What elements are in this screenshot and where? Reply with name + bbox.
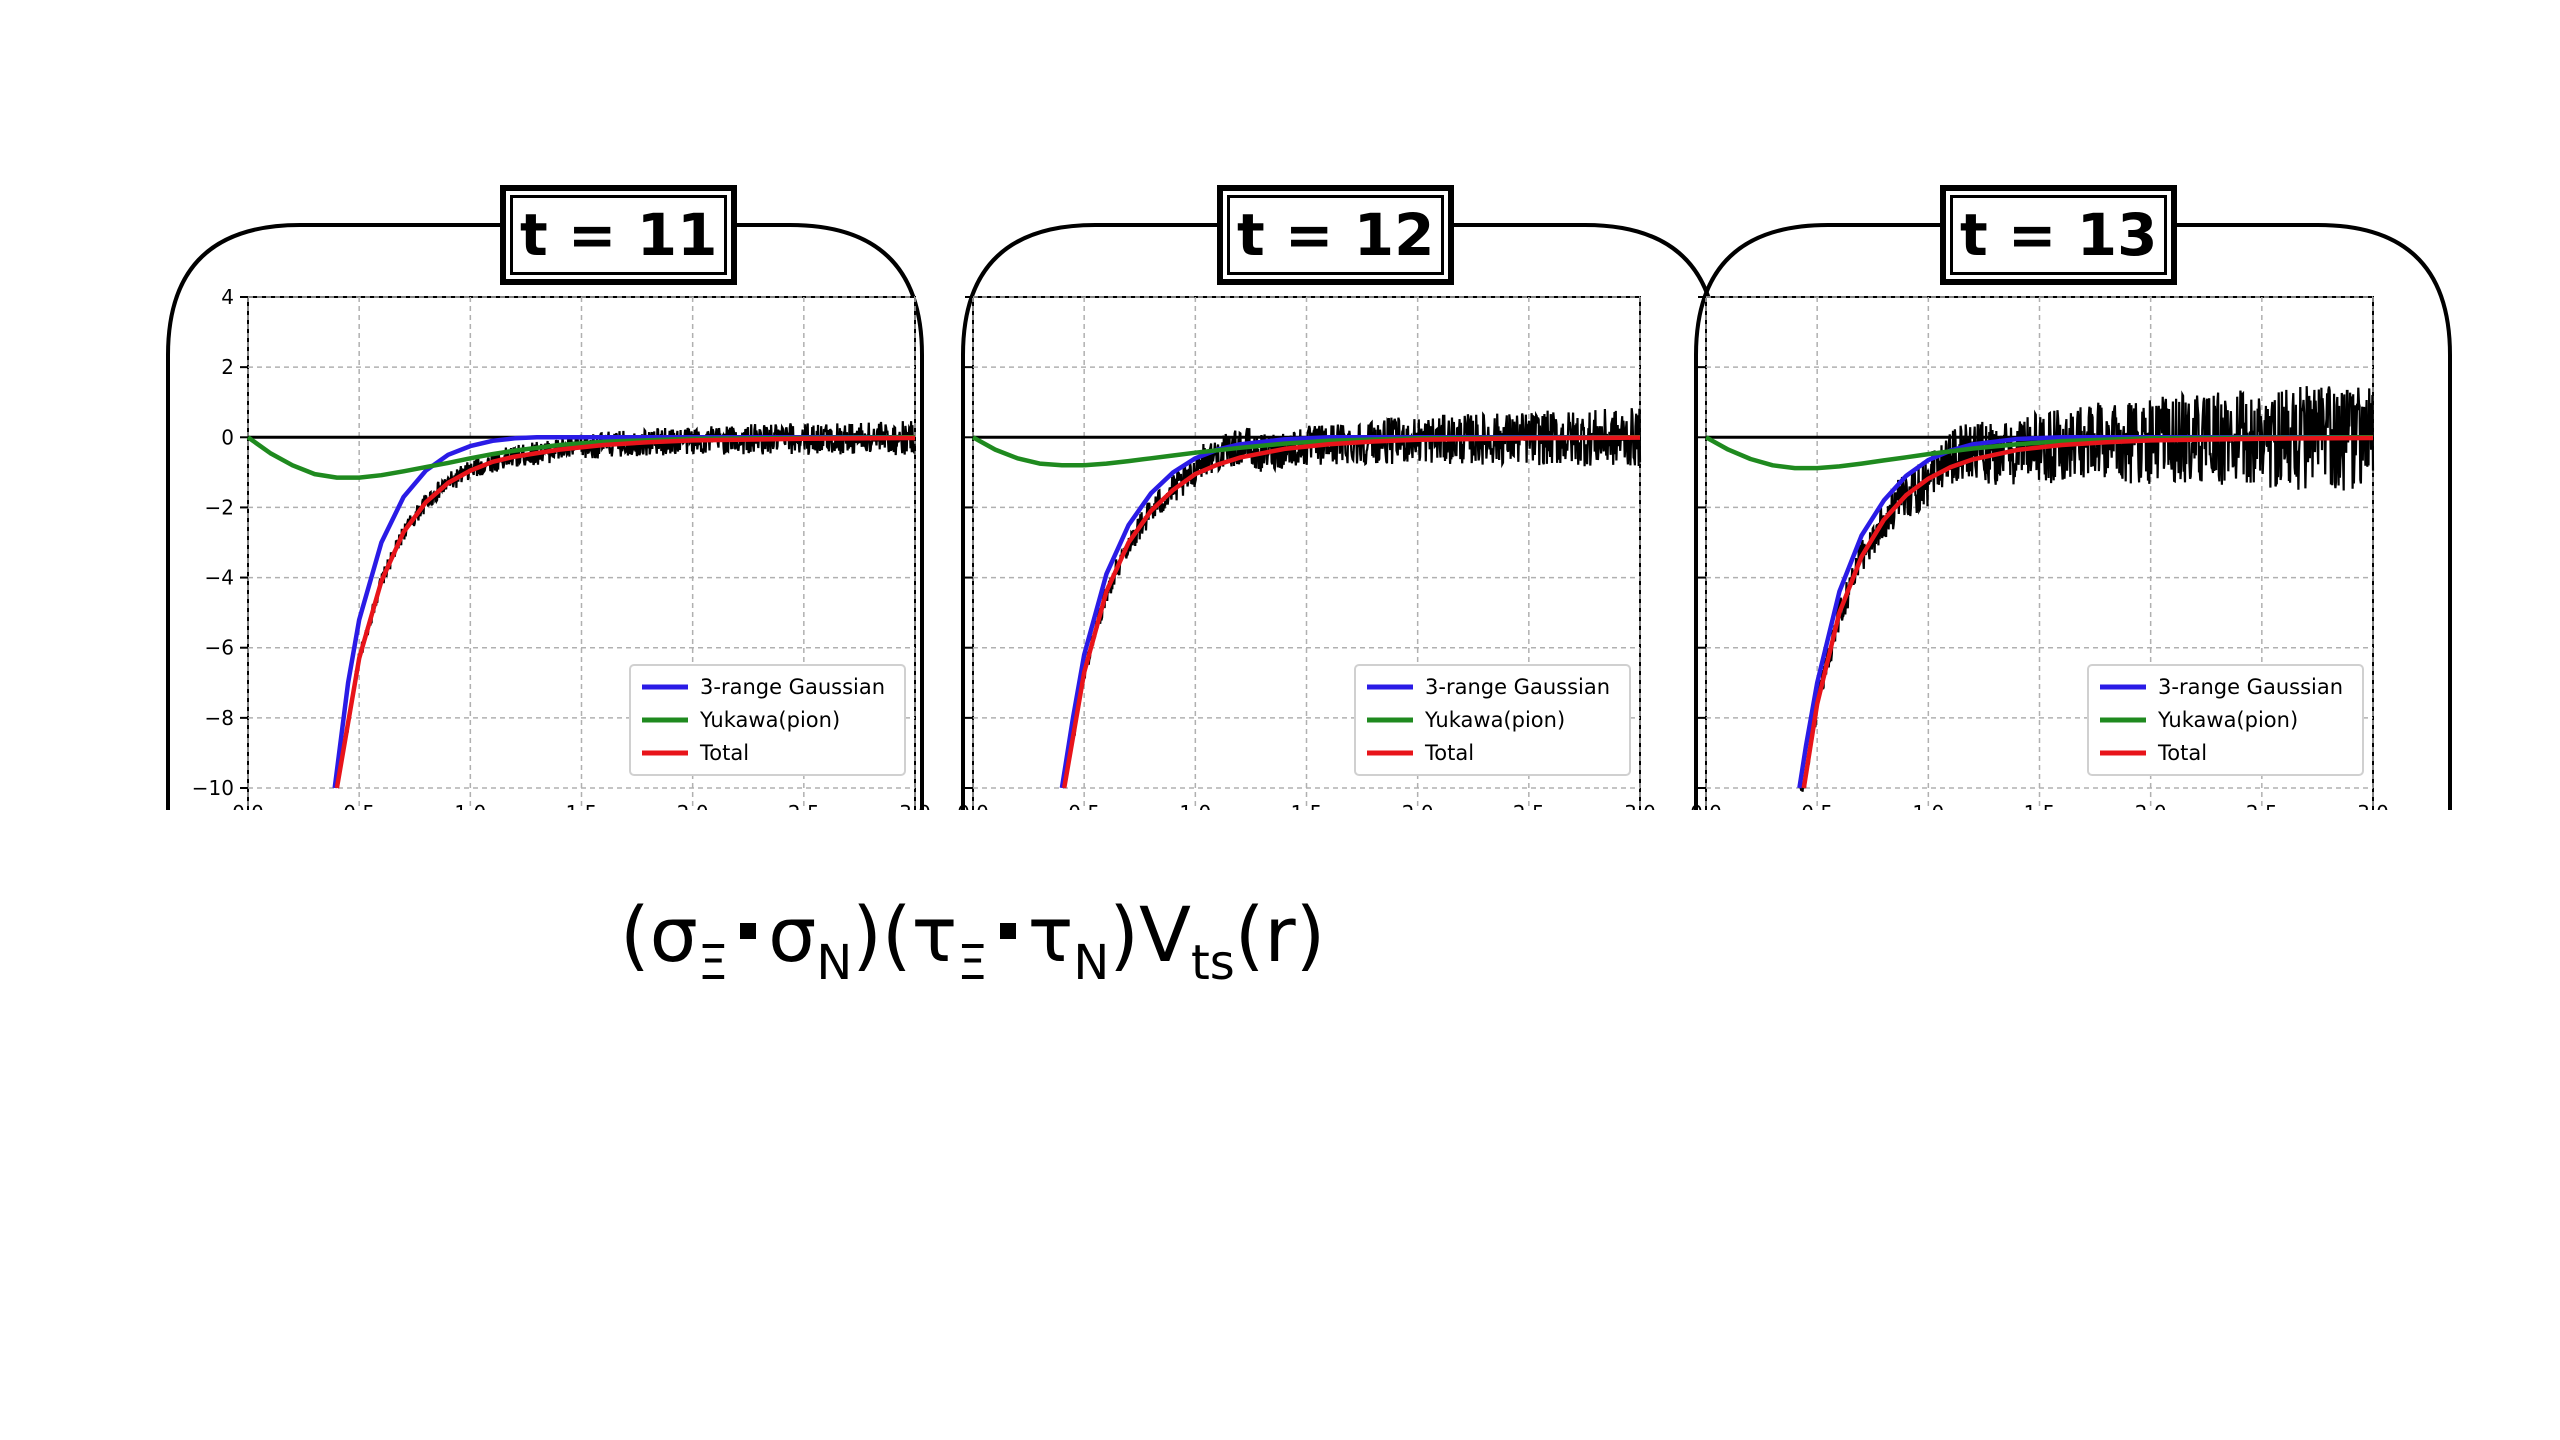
series-line-2 [1801,435,2374,789]
legend-entry: Total [699,741,749,765]
y-tick-label: −2 [205,495,234,519]
x-tick-label: 2.5 [1513,801,1545,810]
y-tick-label: −10 [192,776,234,800]
series-line-1 [1704,435,2374,471]
x-tick-label: 1.0 [454,801,486,810]
formula-sub: Ξ [697,935,729,991]
y-tick-label: −4 [205,566,234,590]
formula-sub: ts [1190,935,1235,991]
x-tick-label: 1.5 [2024,801,2056,810]
formula-sub: N [1073,935,1110,991]
series-line-0 [332,435,915,789]
x-tick-label: 3.0 [899,801,930,810]
x-tick-label: 0.0 [232,801,264,810]
chart-panel-t13: 0.0 0.5 1.0 1.5 2.0 2.5 3.0 3-range Gaussian Yuk… [1688,185,2458,810]
x-tick-label: 0.0 [1690,801,1722,810]
legend-box [1354,664,1631,776]
dot-product-icon [740,923,757,939]
x-tick-label: 1.0 [1179,801,1211,810]
x-tick-label: 2.0 [677,801,709,810]
y-tick-label: −6 [205,636,234,660]
series-line-2 [1061,435,1641,789]
y-tick-label: 4 [221,285,234,309]
formula-part: (r) [1234,890,1326,979]
x-tick-label: 0.5 [1801,801,1833,810]
lattice-data-line [1065,408,1642,773]
chart-plot: 0.0 0.5 1.0 1.5 2.0 2.5 3.0 3-range Gaussian Yuk… [957,296,1656,810]
chart-title: t = 13 [1940,185,2178,285]
potential-formula: (σΞ σN)(τΞ τN)Vts(r) [620,890,1325,991]
y-tick-label: −8 [205,706,234,730]
legend-entry: 3-range Gaussian [700,675,885,699]
legend-entry: Total [2157,741,2207,765]
x-tick-label: 2.0 [2135,801,2167,810]
x-tick-label: 0.0 [957,801,989,810]
legend-box [2087,664,2364,776]
legend-entry: 3-range Gaussian [2158,675,2343,699]
series-line-0 [1797,435,2373,789]
x-tick-label: 2.5 [2246,801,2278,810]
y-tick-label: 2 [221,355,234,379]
x-tick-label: 2.0 [1402,801,1434,810]
x-tick-label: 1.5 [566,801,598,810]
chart-plot: 4 2 0 −2 −4 −6 −8 −100.0 0.5 1.0 1.5 2.0 2.5 3.0 3-ran… [192,285,930,810]
x-tick-label: 2.5 [788,801,820,810]
series-line-0 [1059,435,1640,789]
y-tick-label: 0 [221,425,234,449]
series-line-1 [246,435,916,480]
chart-panel-t12: 0.0 0.5 1.0 1.5 2.0 2.5 3.0 3-range Gaussian Yuk… [955,185,1725,810]
formula-sub: Ξ [957,935,988,991]
chart-title: t = 12 [1217,185,1455,285]
legend-entry: Yukawa(pion) [699,708,840,732]
legend-entry: 3-range Gaussian [1425,675,1610,699]
legend-entry: Total [1424,741,1474,765]
series-line-1 [971,435,1641,468]
formula-part: )(τ [852,890,958,979]
formula-sub: N [816,935,853,991]
x-tick-label: 1.0 [1912,801,1944,810]
legend-entry: Yukawa(pion) [2157,708,2298,732]
legend-box [629,664,906,776]
legend-entry: Yukawa(pion) [1424,708,1565,732]
x-tick-label: 3.0 [2357,801,2389,810]
dot-product-icon [999,923,1016,939]
formula-part: )V [1109,890,1191,979]
x-tick-label: 0.5 [1068,801,1100,810]
formula-part: σ [768,890,817,979]
x-tick-label: 0.5 [343,801,375,810]
formula-part: τ [1027,890,1074,979]
x-tick-label: 1.5 [1291,801,1323,810]
formula-part: (σ [620,890,698,979]
chart-panel-t11: 4 2 0 −2 −4 −6 −8 −100.0 0.5 1.0 1.5 2.0 2.5 3.0 3-ran… [160,185,930,810]
series-line-2 [334,435,916,789]
chart-title: t = 11 [500,185,738,285]
x-tick-label: 3.0 [1624,801,1656,810]
chart-plot: 0.0 0.5 1.0 1.5 2.0 2.5 3.0 3-range Gaussian Yuk… [1690,296,2389,810]
